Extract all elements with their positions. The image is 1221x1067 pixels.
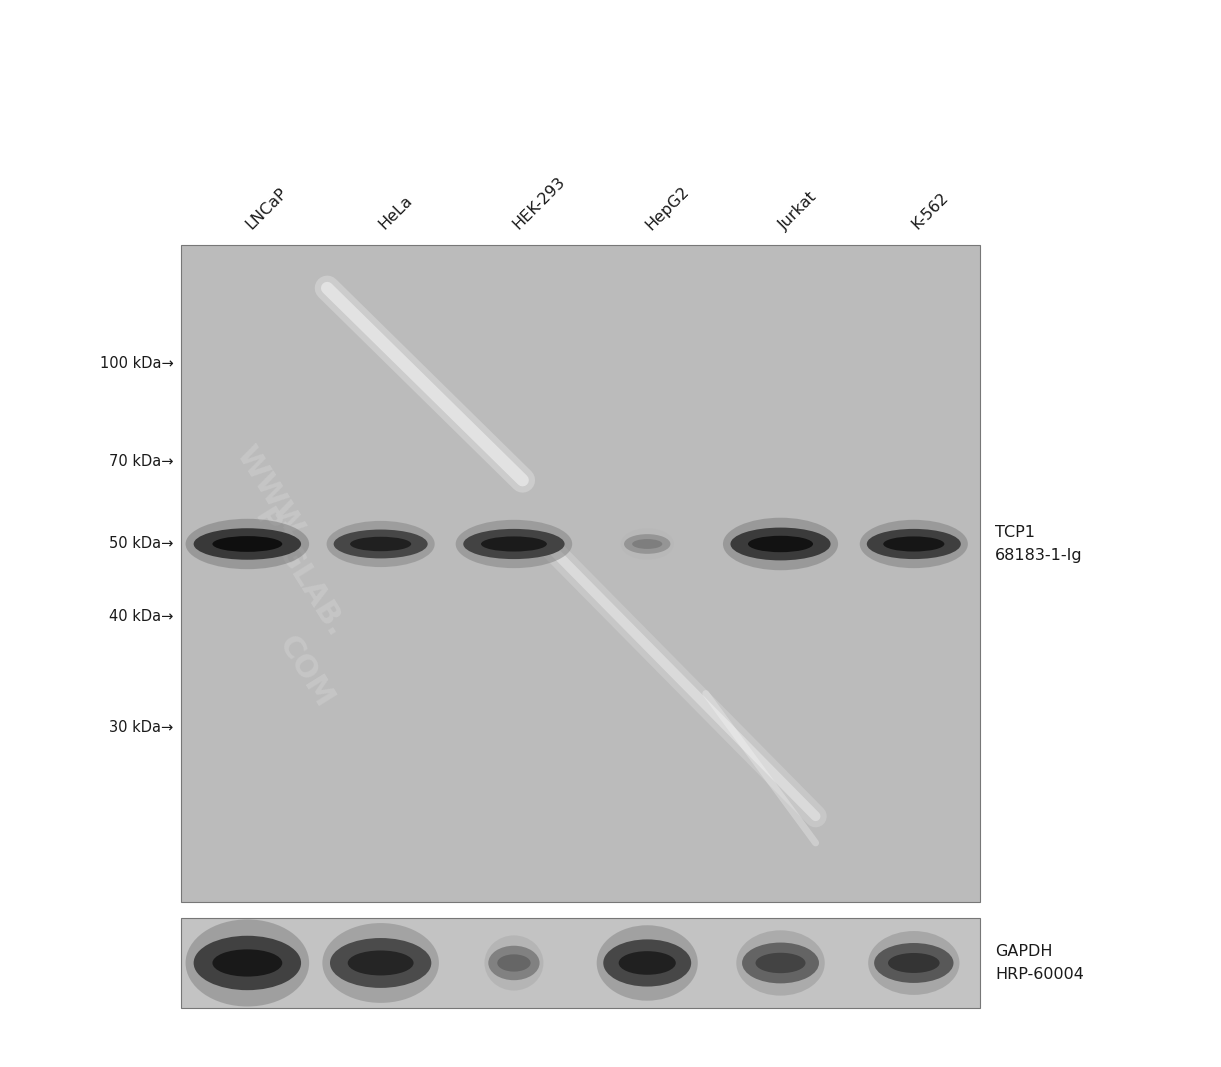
Ellipse shape: [497, 954, 531, 972]
Ellipse shape: [326, 521, 435, 567]
Text: HEK-293: HEK-293: [509, 175, 568, 233]
Ellipse shape: [883, 537, 944, 552]
Ellipse shape: [463, 529, 564, 559]
Ellipse shape: [330, 938, 431, 988]
Ellipse shape: [748, 536, 813, 553]
Text: HepG2: HepG2: [642, 184, 692, 233]
Ellipse shape: [632, 539, 662, 548]
Ellipse shape: [485, 936, 543, 990]
Text: LNCaP: LNCaP: [243, 186, 289, 233]
Text: K-562: K-562: [910, 190, 951, 233]
Text: 100 kDa→: 100 kDa→: [100, 356, 173, 371]
Ellipse shape: [860, 520, 968, 568]
Ellipse shape: [874, 943, 954, 983]
Text: PTGLAB.: PTGLAB.: [248, 504, 349, 643]
Text: TCP1
68183-1-Ig: TCP1 68183-1-Ig: [995, 525, 1083, 562]
Ellipse shape: [742, 942, 819, 984]
Ellipse shape: [194, 528, 302, 560]
Ellipse shape: [603, 939, 691, 987]
Bar: [181, 918, 980, 1008]
Text: 70 kDa→: 70 kDa→: [109, 455, 173, 469]
Ellipse shape: [322, 923, 438, 1003]
Ellipse shape: [333, 529, 427, 558]
Ellipse shape: [212, 536, 282, 552]
Ellipse shape: [186, 920, 309, 1006]
Ellipse shape: [756, 953, 806, 973]
Ellipse shape: [455, 520, 573, 568]
Ellipse shape: [348, 951, 414, 975]
Ellipse shape: [620, 528, 674, 560]
Ellipse shape: [186, 519, 309, 569]
Ellipse shape: [736, 930, 824, 996]
Ellipse shape: [888, 953, 940, 973]
Ellipse shape: [867, 529, 961, 559]
Text: 40 kDa→: 40 kDa→: [109, 608, 173, 624]
Ellipse shape: [624, 535, 670, 554]
Text: HeLa: HeLa: [376, 193, 415, 233]
Text: COM: COM: [272, 631, 338, 713]
Text: Jurkat: Jurkat: [777, 189, 819, 233]
Ellipse shape: [619, 951, 675, 975]
Text: WWW.: WWW.: [230, 441, 313, 550]
Ellipse shape: [350, 537, 411, 552]
Text: 30 kDa→: 30 kDa→: [109, 720, 173, 735]
Text: 50 kDa→: 50 kDa→: [109, 537, 173, 552]
Text: GAPDH
HRP-60004: GAPDH HRP-60004: [995, 944, 1084, 982]
Bar: [181, 245, 980, 902]
Ellipse shape: [597, 925, 697, 1001]
Ellipse shape: [723, 517, 838, 570]
Ellipse shape: [194, 936, 302, 990]
Ellipse shape: [488, 945, 540, 981]
Ellipse shape: [212, 950, 282, 976]
Ellipse shape: [868, 931, 960, 994]
Ellipse shape: [730, 527, 830, 560]
Ellipse shape: [481, 537, 547, 552]
